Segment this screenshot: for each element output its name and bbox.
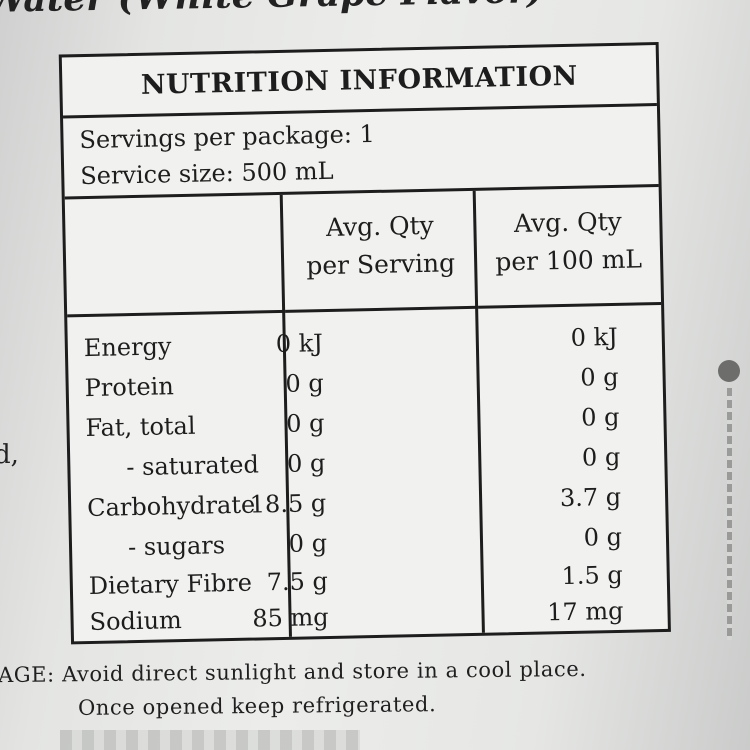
blurred-text-strip xyxy=(60,730,360,750)
nutrient-per-serving: 0 g xyxy=(286,449,326,478)
nutrient-per-serving: 0 kJ xyxy=(275,329,324,359)
col-header-line: Avg. Qty xyxy=(325,210,435,242)
side-text-fragment: . xyxy=(0,165,2,195)
nutrient-name: Protein xyxy=(84,372,175,403)
storage-instruction: Once opened keep refrigerated. xyxy=(77,692,437,720)
empty-header-cell xyxy=(64,194,286,318)
nutrient-name: Energy xyxy=(83,332,172,363)
nutrient-per-100ml: 1.5 g xyxy=(561,560,624,591)
nutrient-per-serving: 0 g xyxy=(285,409,325,438)
nutrition-label: NUTRITION INFORMATION Servings per packa… xyxy=(58,41,690,661)
nutrient-per-100ml: 0 g xyxy=(583,522,623,552)
nutrient-per-serving: 0 g xyxy=(288,529,328,558)
bullet-icon xyxy=(718,360,740,382)
nutrient-name: - saturated xyxy=(126,450,260,482)
vertical-text-strip xyxy=(714,360,744,640)
nutrient-per-serving: 85 mg xyxy=(251,603,329,633)
nutrient-name: - sugars xyxy=(127,531,226,562)
storage-instruction: AGE: Avoid direct sunlight and store in … xyxy=(0,656,587,688)
blurred-vertical-text xyxy=(726,388,732,640)
nutrient-per-serving: 7.5 g xyxy=(266,567,329,597)
side-text-fragment: d, xyxy=(0,440,19,470)
col-header-line: per Serving xyxy=(305,248,456,281)
nutrient-name: Sodium xyxy=(89,606,183,637)
nutrient-per-100ml: 0 g xyxy=(580,362,619,392)
nutrient-per-100ml: 0 kJ xyxy=(570,322,619,352)
nutrient-per-100ml: 0 g xyxy=(581,442,621,472)
nutrient-per-100ml: 3.7 g xyxy=(559,482,622,513)
col-header-per-100ml: Avg. Qty per 100 mL xyxy=(475,187,662,309)
col-header-line: per 100 mL xyxy=(495,244,643,277)
nutrient-per-100ml: 0 g xyxy=(580,402,620,432)
nutrient-name: Carbohydrate xyxy=(86,490,256,523)
nutrient-per-serving: 0 g xyxy=(285,369,324,398)
nutrition-table: NUTRITION INFORMATION Servings per packa… xyxy=(58,41,671,645)
nutrient-name: Dietary Fibre xyxy=(88,568,253,601)
product-title-fragment: Water (White Grape Flavor) xyxy=(0,0,545,21)
nutrient-per-100ml: 17 mg xyxy=(546,596,624,627)
serving-info: Servings per package: 1 Service size: 50… xyxy=(62,103,659,200)
col-header-line: Avg. Qty xyxy=(513,206,623,239)
col-header-per-serving: Avg. Qty per Serving xyxy=(282,190,479,313)
nutrient-per-serving: 18.5 g xyxy=(249,489,327,519)
nutrient-name: Fat, total xyxy=(85,411,196,443)
